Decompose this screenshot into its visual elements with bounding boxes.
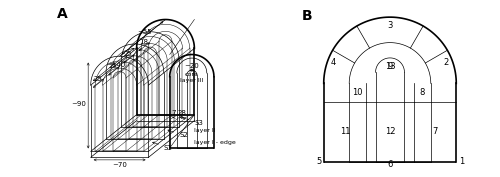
- Text: 7: 7: [432, 127, 438, 136]
- Text: 25: 25: [93, 76, 102, 82]
- Text: A: A: [56, 7, 68, 21]
- Text: 25: 25: [124, 51, 132, 57]
- Text: B: B: [302, 9, 312, 23]
- Text: 3: 3: [388, 21, 392, 30]
- Text: 4: 4: [331, 58, 336, 67]
- Text: 18: 18: [139, 39, 148, 45]
- Text: 8: 8: [420, 88, 425, 97]
- Text: ~140: ~140: [106, 62, 126, 68]
- Text: 2: 2: [444, 58, 449, 67]
- Text: 12: 12: [385, 127, 395, 136]
- Text: 9: 9: [388, 62, 392, 71]
- Text: ~55: ~55: [137, 29, 152, 35]
- Text: 7: 7: [171, 110, 175, 116]
- Text: 28: 28: [178, 110, 186, 116]
- Text: 5: 5: [316, 157, 322, 166]
- Text: core: core: [185, 72, 198, 77]
- Text: layer II: layer II: [194, 129, 215, 133]
- Text: layer I - edge: layer I - edge: [194, 139, 235, 145]
- Text: 10: 10: [352, 88, 363, 97]
- Text: S1: S1: [152, 142, 172, 151]
- Text: 1: 1: [458, 157, 464, 166]
- Text: 13: 13: [384, 62, 396, 71]
- Text: S3: S3: [183, 118, 203, 126]
- Text: ~90: ~90: [72, 101, 86, 107]
- Text: 25: 25: [108, 64, 117, 69]
- Text: 6: 6: [388, 160, 392, 169]
- Text: S2: S2: [168, 130, 188, 138]
- Text: ~70: ~70: [112, 162, 127, 168]
- Text: layer III: layer III: [180, 78, 204, 83]
- Text: 11: 11: [340, 127, 350, 136]
- Text: ~20: ~20: [184, 63, 199, 69]
